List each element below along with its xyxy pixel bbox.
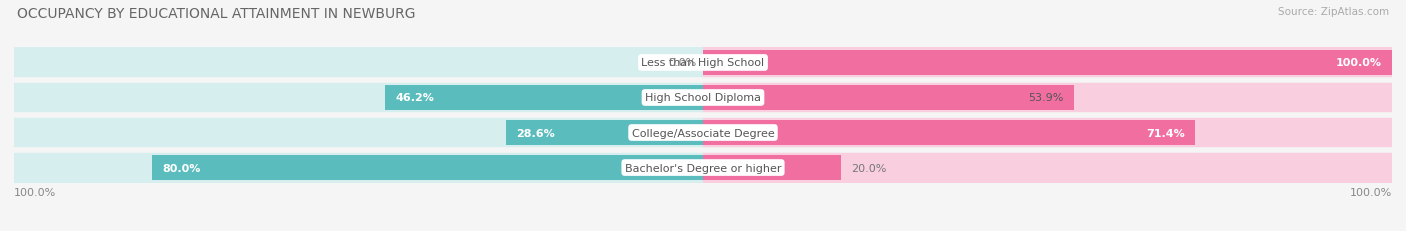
Bar [14,118,703,148]
Text: 71.4%: 71.4% [1146,128,1185,138]
Text: Source: ZipAtlas.com: Source: ZipAtlas.com [1278,7,1389,17]
Bar [152,155,703,180]
Text: 80.0%: 80.0% [162,163,201,173]
Bar [703,118,1392,148]
Text: 0.0%: 0.0% [668,58,696,68]
Bar [703,155,841,180]
Text: 46.2%: 46.2% [395,93,434,103]
Text: Less than High School: Less than High School [641,58,765,68]
Text: High School Diploma: High School Diploma [645,93,761,103]
Bar [14,83,703,113]
Text: College/Associate Degree: College/Associate Degree [631,128,775,138]
Bar [14,48,703,79]
Bar [703,85,1074,111]
Text: 20.0%: 20.0% [851,163,887,173]
Bar [703,48,1392,79]
Text: OCCUPANCY BY EDUCATIONAL ATTAINMENT IN NEWBURG: OCCUPANCY BY EDUCATIONAL ATTAINMENT IN N… [17,7,415,21]
Bar [14,152,703,183]
Bar [703,120,1195,146]
Bar [506,120,703,146]
Text: 53.9%: 53.9% [1029,93,1064,103]
Bar [703,152,1392,183]
Text: 100.0%: 100.0% [1350,187,1392,197]
Text: 28.6%: 28.6% [516,128,555,138]
Text: Bachelor's Degree or higher: Bachelor's Degree or higher [624,163,782,173]
Bar [385,85,703,111]
Text: 100.0%: 100.0% [1336,58,1382,68]
Text: 100.0%: 100.0% [14,187,56,197]
Bar [703,83,1392,113]
Bar [703,51,1392,76]
